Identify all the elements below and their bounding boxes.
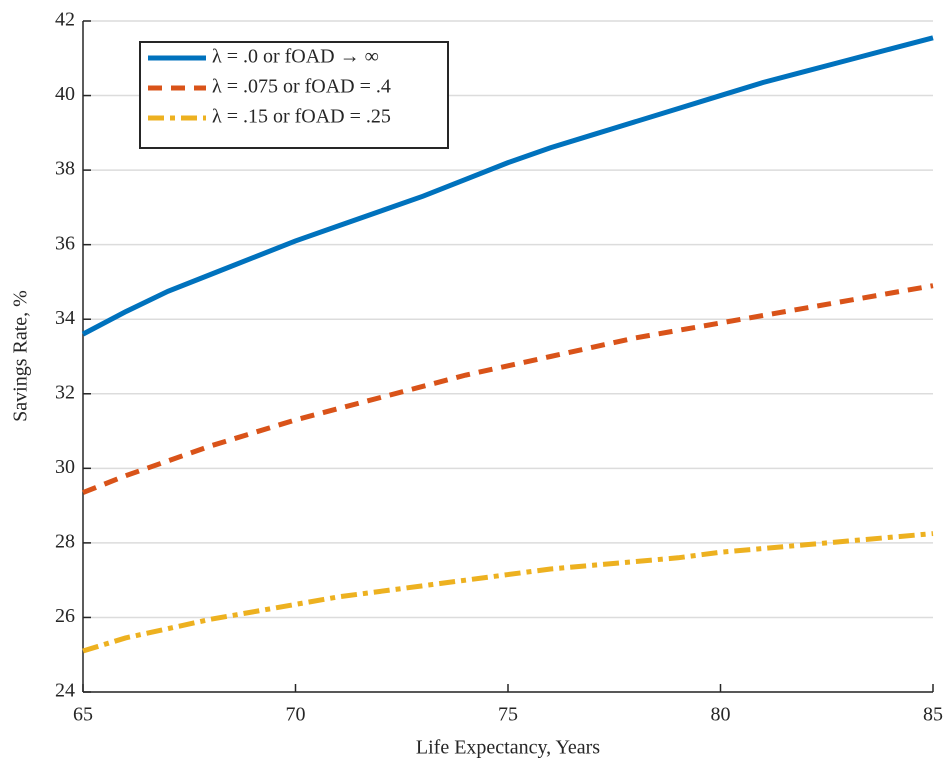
x-tick-label: 80 — [711, 704, 731, 726]
series-line — [82, 531, 934, 654]
y-tick-label: 36 — [55, 232, 75, 254]
y-tick-label: 40 — [55, 83, 75, 105]
legend-label: λ = .0 or fOAD → ∞ — [212, 46, 379, 68]
y-axis-label: Savings Rate, % — [10, 290, 32, 422]
y-tick-label: 32 — [55, 381, 75, 403]
y-tick-label: 24 — [55, 680, 75, 702]
y-tick-label: 38 — [55, 158, 75, 180]
y-tick-label: 28 — [55, 530, 75, 552]
x-axis-label: Life Expectancy, Years — [416, 737, 600, 759]
y-tick-label: 26 — [55, 605, 75, 627]
y-tick-label: 42 — [55, 9, 75, 31]
x-tick-label: 70 — [286, 704, 306, 726]
y-tick-label: 30 — [55, 456, 75, 478]
x-tick-label: 65 — [73, 704, 93, 726]
y-tick-label: 34 — [55, 307, 75, 329]
series-line — [81, 35, 934, 337]
x-tick-label: 75 — [498, 704, 518, 726]
series-line — [82, 283, 934, 495]
x-tick-label: 85 — [923, 704, 943, 726]
legend-label: λ = .15 or fOAD = .25 — [212, 106, 391, 128]
legend-label: λ = .075 or fOAD = .4 — [212, 76, 391, 98]
